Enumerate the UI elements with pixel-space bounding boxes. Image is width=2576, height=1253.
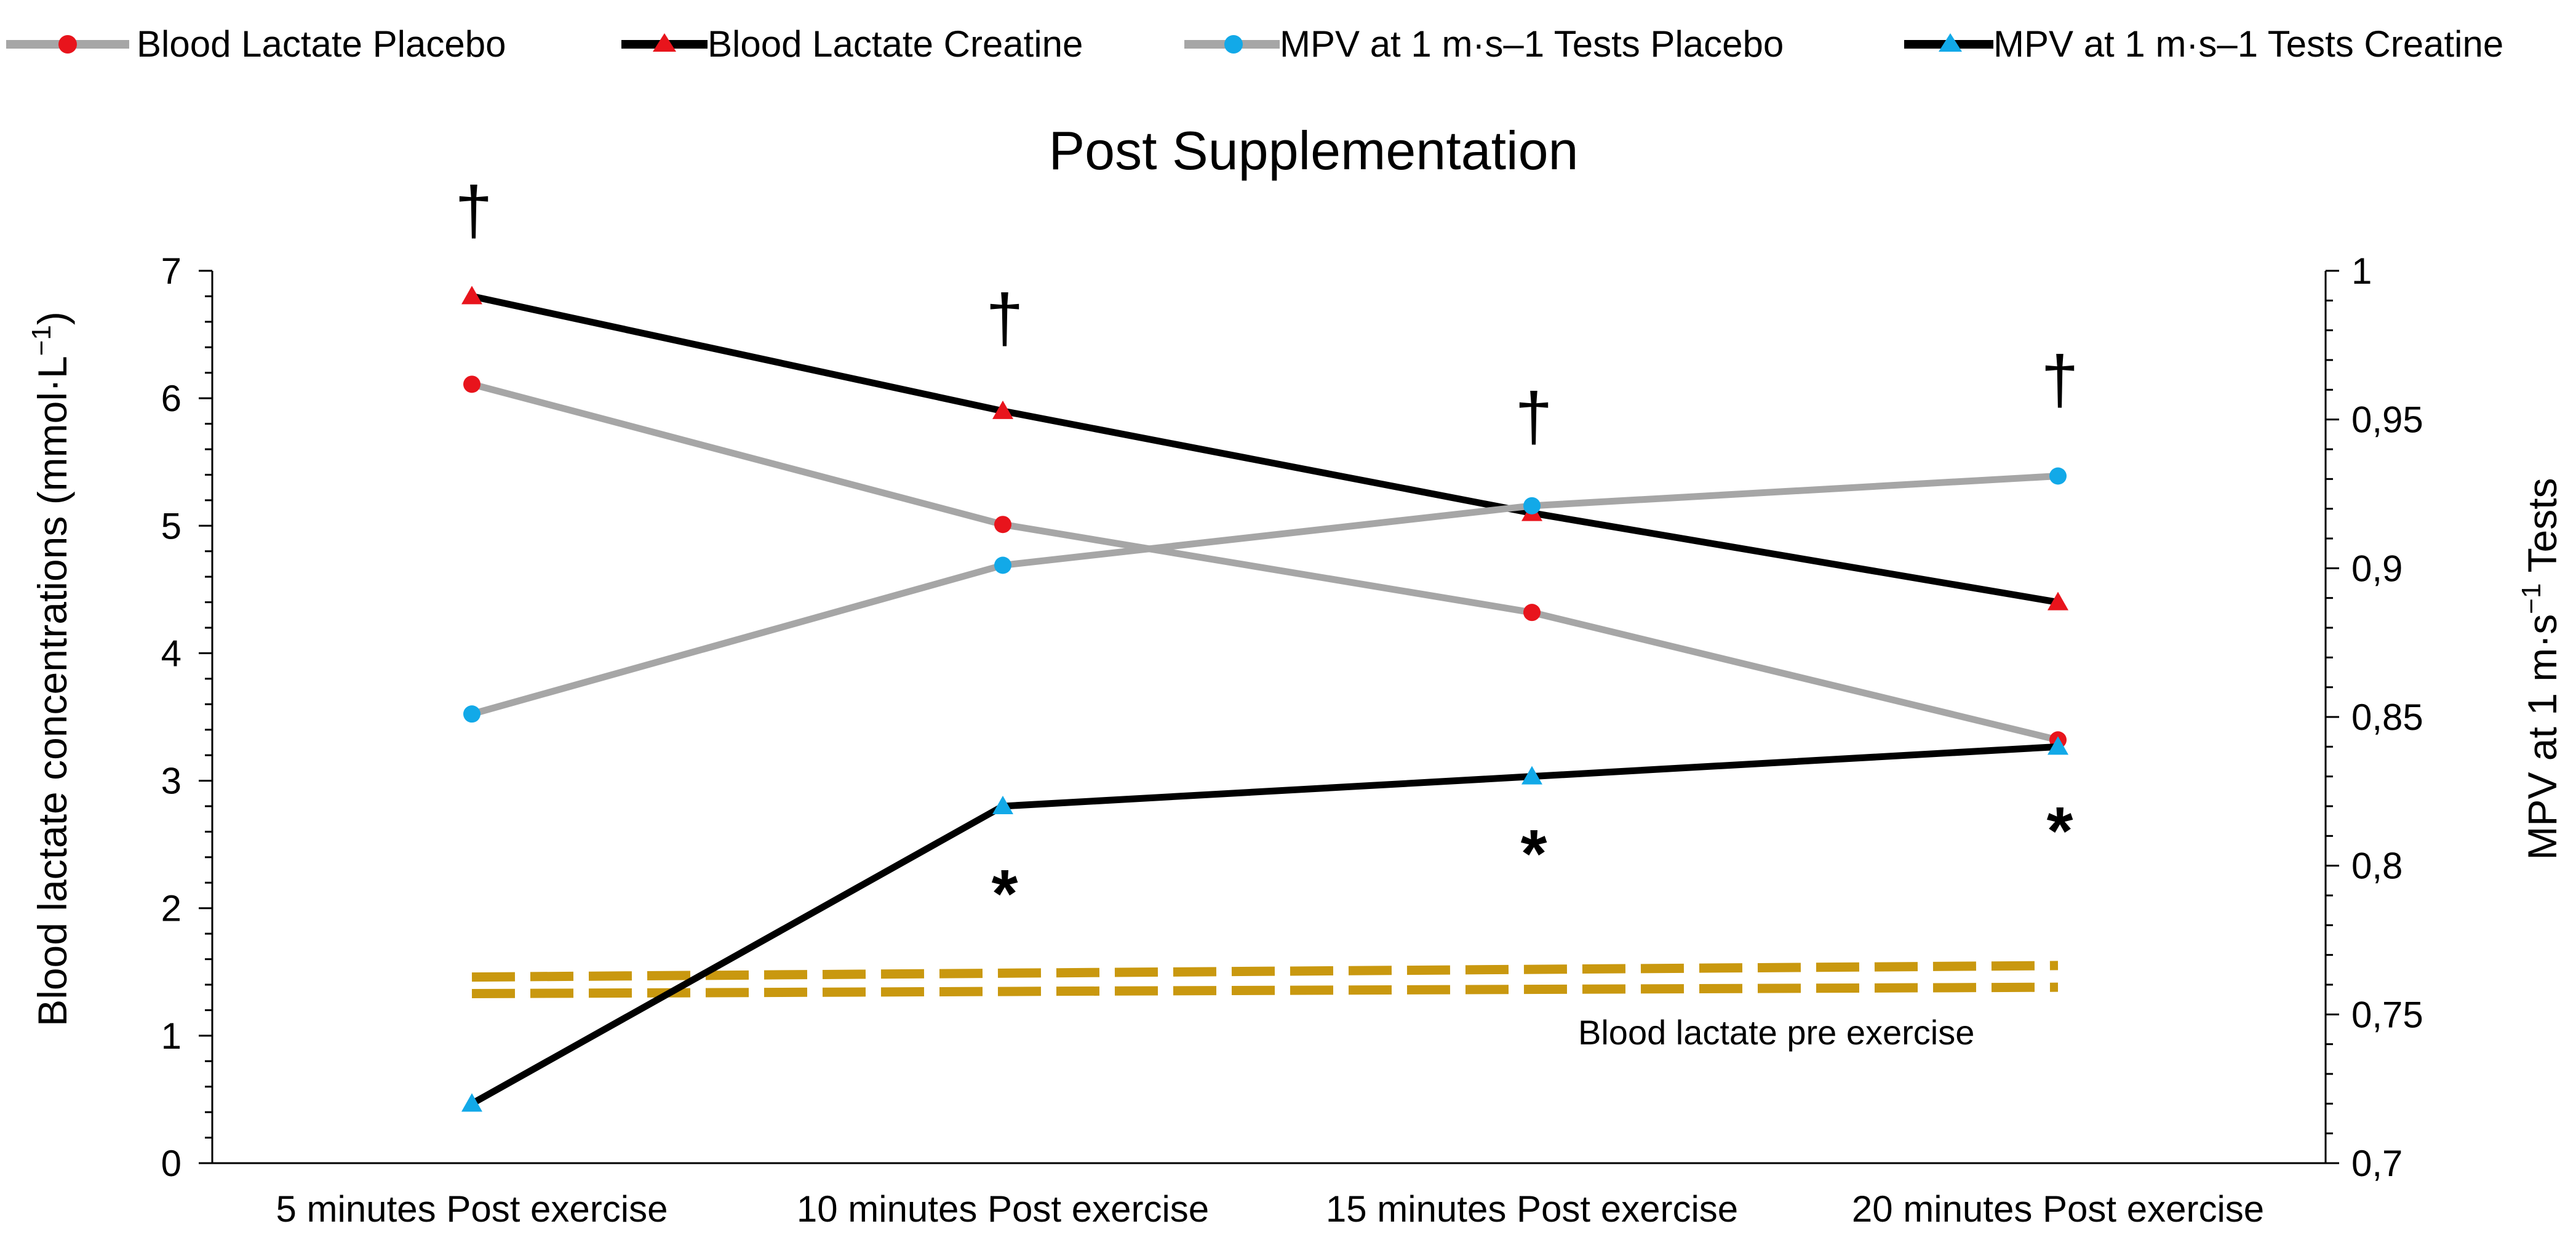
series-line [471, 473, 2059, 718]
legend-label-creatine-mpv: MPV at 1 m·s–1 Tests Creatine [1993, 23, 2503, 65]
data-point [1523, 604, 1541, 622]
data-point [1523, 497, 1541, 514]
y-axis-left-label: Blood lactate concentrations (mmol·L−1) [26, 311, 75, 1027]
data-point [994, 516, 1011, 534]
y-left-tick-label: 4 [161, 633, 181, 674]
significance-dagger: † [1515, 379, 1552, 455]
significance-asterisk: * [1521, 816, 1547, 892]
x-tick-label: 20 minutes Post exercise [1852, 1188, 2264, 1230]
y-right-tick-label: 1 [2351, 250, 2372, 292]
x-tick-label: 5 minutes Post exercise [276, 1188, 668, 1230]
legend-marker-placebo-lactate [58, 35, 77, 54]
legend-marker-placebo-mpv [1224, 35, 1243, 54]
y-left-tick-label: 6 [161, 378, 181, 419]
y-right-tick-label: 0,75 [2351, 994, 2423, 1035]
significance-asterisk: * [992, 856, 1018, 932]
legend-label-placebo-lactate: Blood Lactate Placebo [137, 23, 506, 65]
data-point [463, 705, 481, 723]
series-line [470, 743, 2059, 1107]
y-left-tick-label: 7 [161, 250, 181, 292]
y-left-tick-label: 3 [161, 761, 181, 802]
y-axis-right-label: MPV at 1 m·s−1 Tests [2516, 478, 2565, 860]
y-left-tick-label: 0 [161, 1143, 181, 1184]
reference-band-label: Blood lactate pre exercise [1578, 1013, 1974, 1052]
data-point [2048, 736, 2068, 755]
y-right-tick-label: 0,85 [2351, 697, 2423, 738]
significance-asterisk: * [2047, 793, 2073, 869]
x-tick-label: 15 minutes Post exercise [1326, 1188, 1738, 1230]
legend-label-placebo-mpv: MPV at 1 m·s–1 Tests Placebo [1280, 23, 1784, 65]
data-point [994, 556, 1011, 574]
legend-marker-creatine-lactate [653, 33, 676, 52]
series-line [471, 293, 2059, 606]
y-right-tick-label: 0,7 [2351, 1143, 2403, 1184]
data-point [992, 400, 1013, 419]
data-point [461, 286, 482, 305]
y-left-tick-label: 1 [161, 1015, 181, 1057]
data-point [463, 375, 481, 393]
significance-dagger: † [2041, 342, 2078, 418]
chart-title: Post Supplementation [1048, 120, 1578, 181]
y-left-tick-label: 2 [161, 888, 181, 929]
reference-band-lower [471, 982, 2059, 998]
legend-marker-creatine-mpv [1939, 33, 1962, 52]
data-point [2048, 591, 2068, 610]
data-point [992, 796, 1013, 814]
y-right-tick-label: 0,9 [2351, 548, 2403, 589]
significance-dagger: † [986, 281, 1023, 356]
data-point [1521, 766, 1542, 785]
reference-band-upper [471, 961, 2059, 982]
y-right-tick-label: 0,95 [2351, 399, 2423, 441]
legend: Blood Lactate Placebo Blood Lactate Crea… [6, 23, 2503, 65]
significance-dagger: † [455, 173, 492, 249]
y-left-tick-label: 5 [161, 505, 181, 546]
x-tick-label: 10 minutes Post exercise [797, 1188, 1209, 1230]
y-right-tick-label: 0,8 [2351, 846, 2403, 887]
data-point [461, 1093, 482, 1112]
series-line [471, 381, 2059, 743]
legend-label-creatine-lactate: Blood Lactate Creatine [708, 23, 1083, 65]
data-point [2049, 467, 2067, 485]
